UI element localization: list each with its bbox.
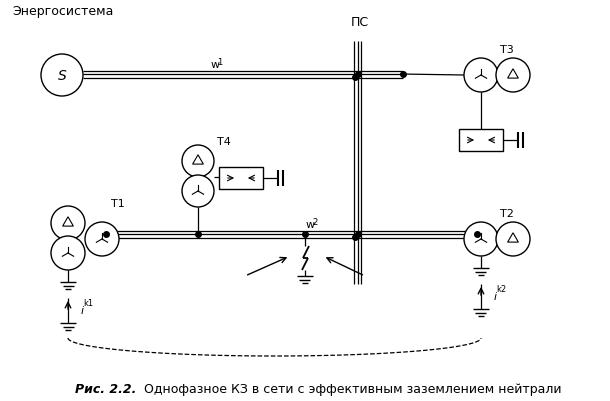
Text: Энергосистема: Энергосистема (12, 6, 113, 18)
Circle shape (464, 59, 498, 93)
Circle shape (496, 59, 530, 93)
Text: 2: 2 (312, 217, 318, 227)
Bar (219, 168, 263, 190)
Text: S: S (57, 69, 66, 83)
Text: i: i (493, 291, 497, 301)
Circle shape (41, 55, 83, 97)
Text: Рис. 2.2.: Рис. 2.2. (75, 383, 137, 395)
Circle shape (182, 176, 214, 207)
Text: T4: T4 (217, 137, 231, 147)
Circle shape (51, 207, 85, 241)
Text: 1: 1 (217, 58, 223, 67)
Text: w: w (306, 219, 315, 229)
Bar (459, 130, 503, 152)
Text: T3: T3 (500, 45, 514, 55)
Text: k2: k2 (496, 284, 506, 293)
Text: T1: T1 (111, 198, 125, 209)
Circle shape (464, 223, 498, 256)
Text: i: i (81, 305, 84, 315)
Text: Однофазное КЗ в сети с эффективным заземлением нейтрали: Однофазное КЗ в сети с эффективным зазем… (140, 383, 561, 395)
Text: ПС: ПС (351, 16, 369, 28)
Text: T2: T2 (500, 209, 514, 219)
Text: k1: k1 (83, 298, 93, 307)
Circle shape (496, 223, 530, 256)
Circle shape (85, 223, 119, 256)
Text: w: w (210, 60, 220, 70)
Circle shape (51, 237, 85, 270)
Circle shape (182, 146, 214, 178)
